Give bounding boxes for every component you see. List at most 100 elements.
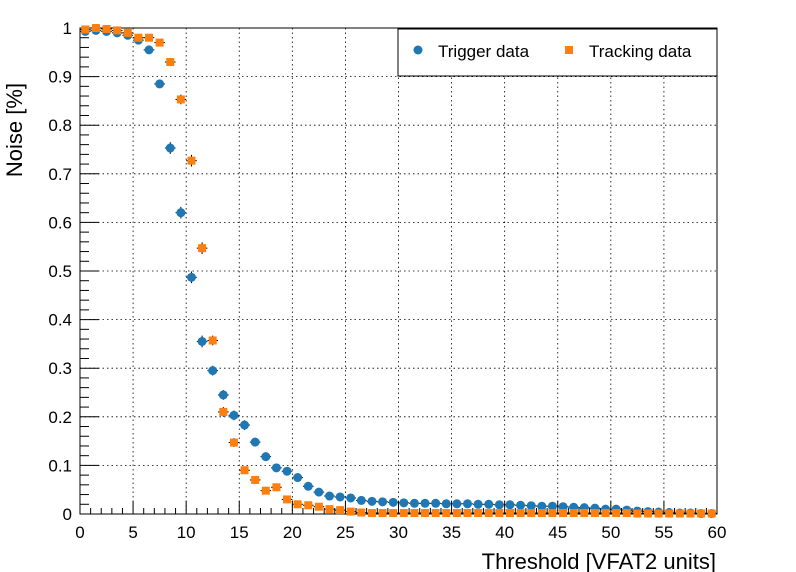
data-point (590, 509, 599, 518)
data-point (144, 45, 154, 55)
data-point (357, 508, 366, 517)
data-point (558, 502, 568, 512)
data-point (399, 498, 409, 508)
data-point (420, 498, 430, 508)
data-point (654, 509, 663, 518)
data-point (91, 24, 100, 32)
y-tick-label: 0.2 (48, 408, 72, 427)
data-point (240, 420, 250, 430)
data-point (102, 24, 111, 33)
y-tick-label: 0.6 (48, 213, 72, 232)
legend-label-trigger: Trigger data (438, 42, 530, 61)
data-point (516, 509, 525, 518)
data-point (325, 505, 334, 514)
x-tick-label: 55 (654, 523, 673, 542)
data-point (113, 26, 122, 35)
data-point (537, 509, 546, 518)
data-point (356, 495, 366, 505)
x-tick-labels: 0 5 10 15 20 25 30 35 40 45 50 55 60 (75, 523, 726, 542)
data-point (633, 509, 642, 518)
data-point (559, 509, 568, 518)
data-point (494, 500, 504, 510)
data-point (707, 509, 716, 518)
data-point (261, 486, 270, 495)
series-layer (80, 24, 717, 519)
data-point (145, 33, 154, 42)
x-tick-label: 20 (283, 523, 302, 542)
data-point (569, 509, 578, 518)
data-point (442, 509, 451, 518)
x-tick-label: 45 (548, 523, 567, 542)
data-point (303, 481, 313, 491)
x-tick-label: 5 (128, 523, 137, 542)
data-point (484, 509, 493, 518)
data-point (123, 28, 132, 37)
data-point (399, 509, 408, 518)
data-point (463, 499, 473, 509)
legend: Trigger data Tracking data (397, 28, 718, 77)
data-point (580, 509, 589, 518)
data-point (527, 509, 536, 518)
data-point (335, 492, 345, 502)
data-point (548, 509, 557, 518)
x-tick-label: 30 (389, 523, 408, 542)
data-point (282, 466, 292, 476)
x-tick-label: 40 (495, 523, 514, 542)
legend-marker-trigger (413, 45, 423, 55)
x-tick-label: 60 (708, 523, 727, 542)
y-tick-label: 0.7 (48, 165, 72, 184)
data-point (251, 475, 260, 484)
data-point (367, 509, 376, 518)
data-point (314, 502, 323, 511)
data-point (474, 509, 483, 518)
data-point (505, 509, 514, 518)
data-point (272, 483, 281, 492)
data-point (155, 38, 164, 47)
y-tick-label: 0.8 (48, 116, 72, 135)
data-point (473, 499, 483, 509)
y-axis-label: Noise [%] (2, 83, 27, 177)
data-point (378, 497, 388, 507)
data-point (271, 463, 281, 473)
data-point (452, 509, 461, 518)
data-point (463, 509, 472, 518)
legend-label-tracking: Tracking data (589, 42, 692, 61)
data-point (346, 507, 355, 516)
data-point (409, 498, 419, 508)
data-point (410, 509, 419, 518)
data-point (166, 58, 175, 67)
data-point (431, 509, 440, 518)
data-point (547, 501, 557, 511)
data-point (208, 366, 218, 376)
data-point (675, 509, 684, 518)
x-tick-label: 15 (230, 523, 249, 542)
data-point (187, 156, 196, 165)
data-point (643, 509, 652, 518)
y-tick-labels: 0 0.1 0.2 0.3 0.4 0.5 0.6 0.7 0.8 0.9 1 (48, 19, 72, 524)
x-tick-label: 25 (336, 523, 355, 542)
data-point (336, 506, 345, 515)
data-point (665, 509, 674, 518)
data-point (441, 499, 451, 509)
data-point (218, 390, 228, 400)
data-point (516, 500, 526, 510)
data-point (197, 336, 207, 346)
data-point (229, 438, 238, 447)
data-point (612, 509, 621, 518)
y-tick-label: 0 (63, 505, 72, 524)
data-point (484, 499, 494, 509)
data-point (346, 493, 356, 503)
legend-box (397, 28, 718, 77)
data-point (314, 487, 324, 497)
data-point (155, 79, 165, 89)
y-tick-label: 0.1 (48, 456, 72, 475)
data-point (378, 509, 387, 518)
data-point (176, 208, 186, 218)
y-tick-label: 0.3 (48, 359, 72, 378)
data-point (505, 500, 515, 510)
data-point (283, 495, 292, 504)
y-tick-label: 0.4 (48, 311, 72, 330)
x-tick-label: 50 (601, 523, 620, 542)
data-point (367, 496, 377, 506)
